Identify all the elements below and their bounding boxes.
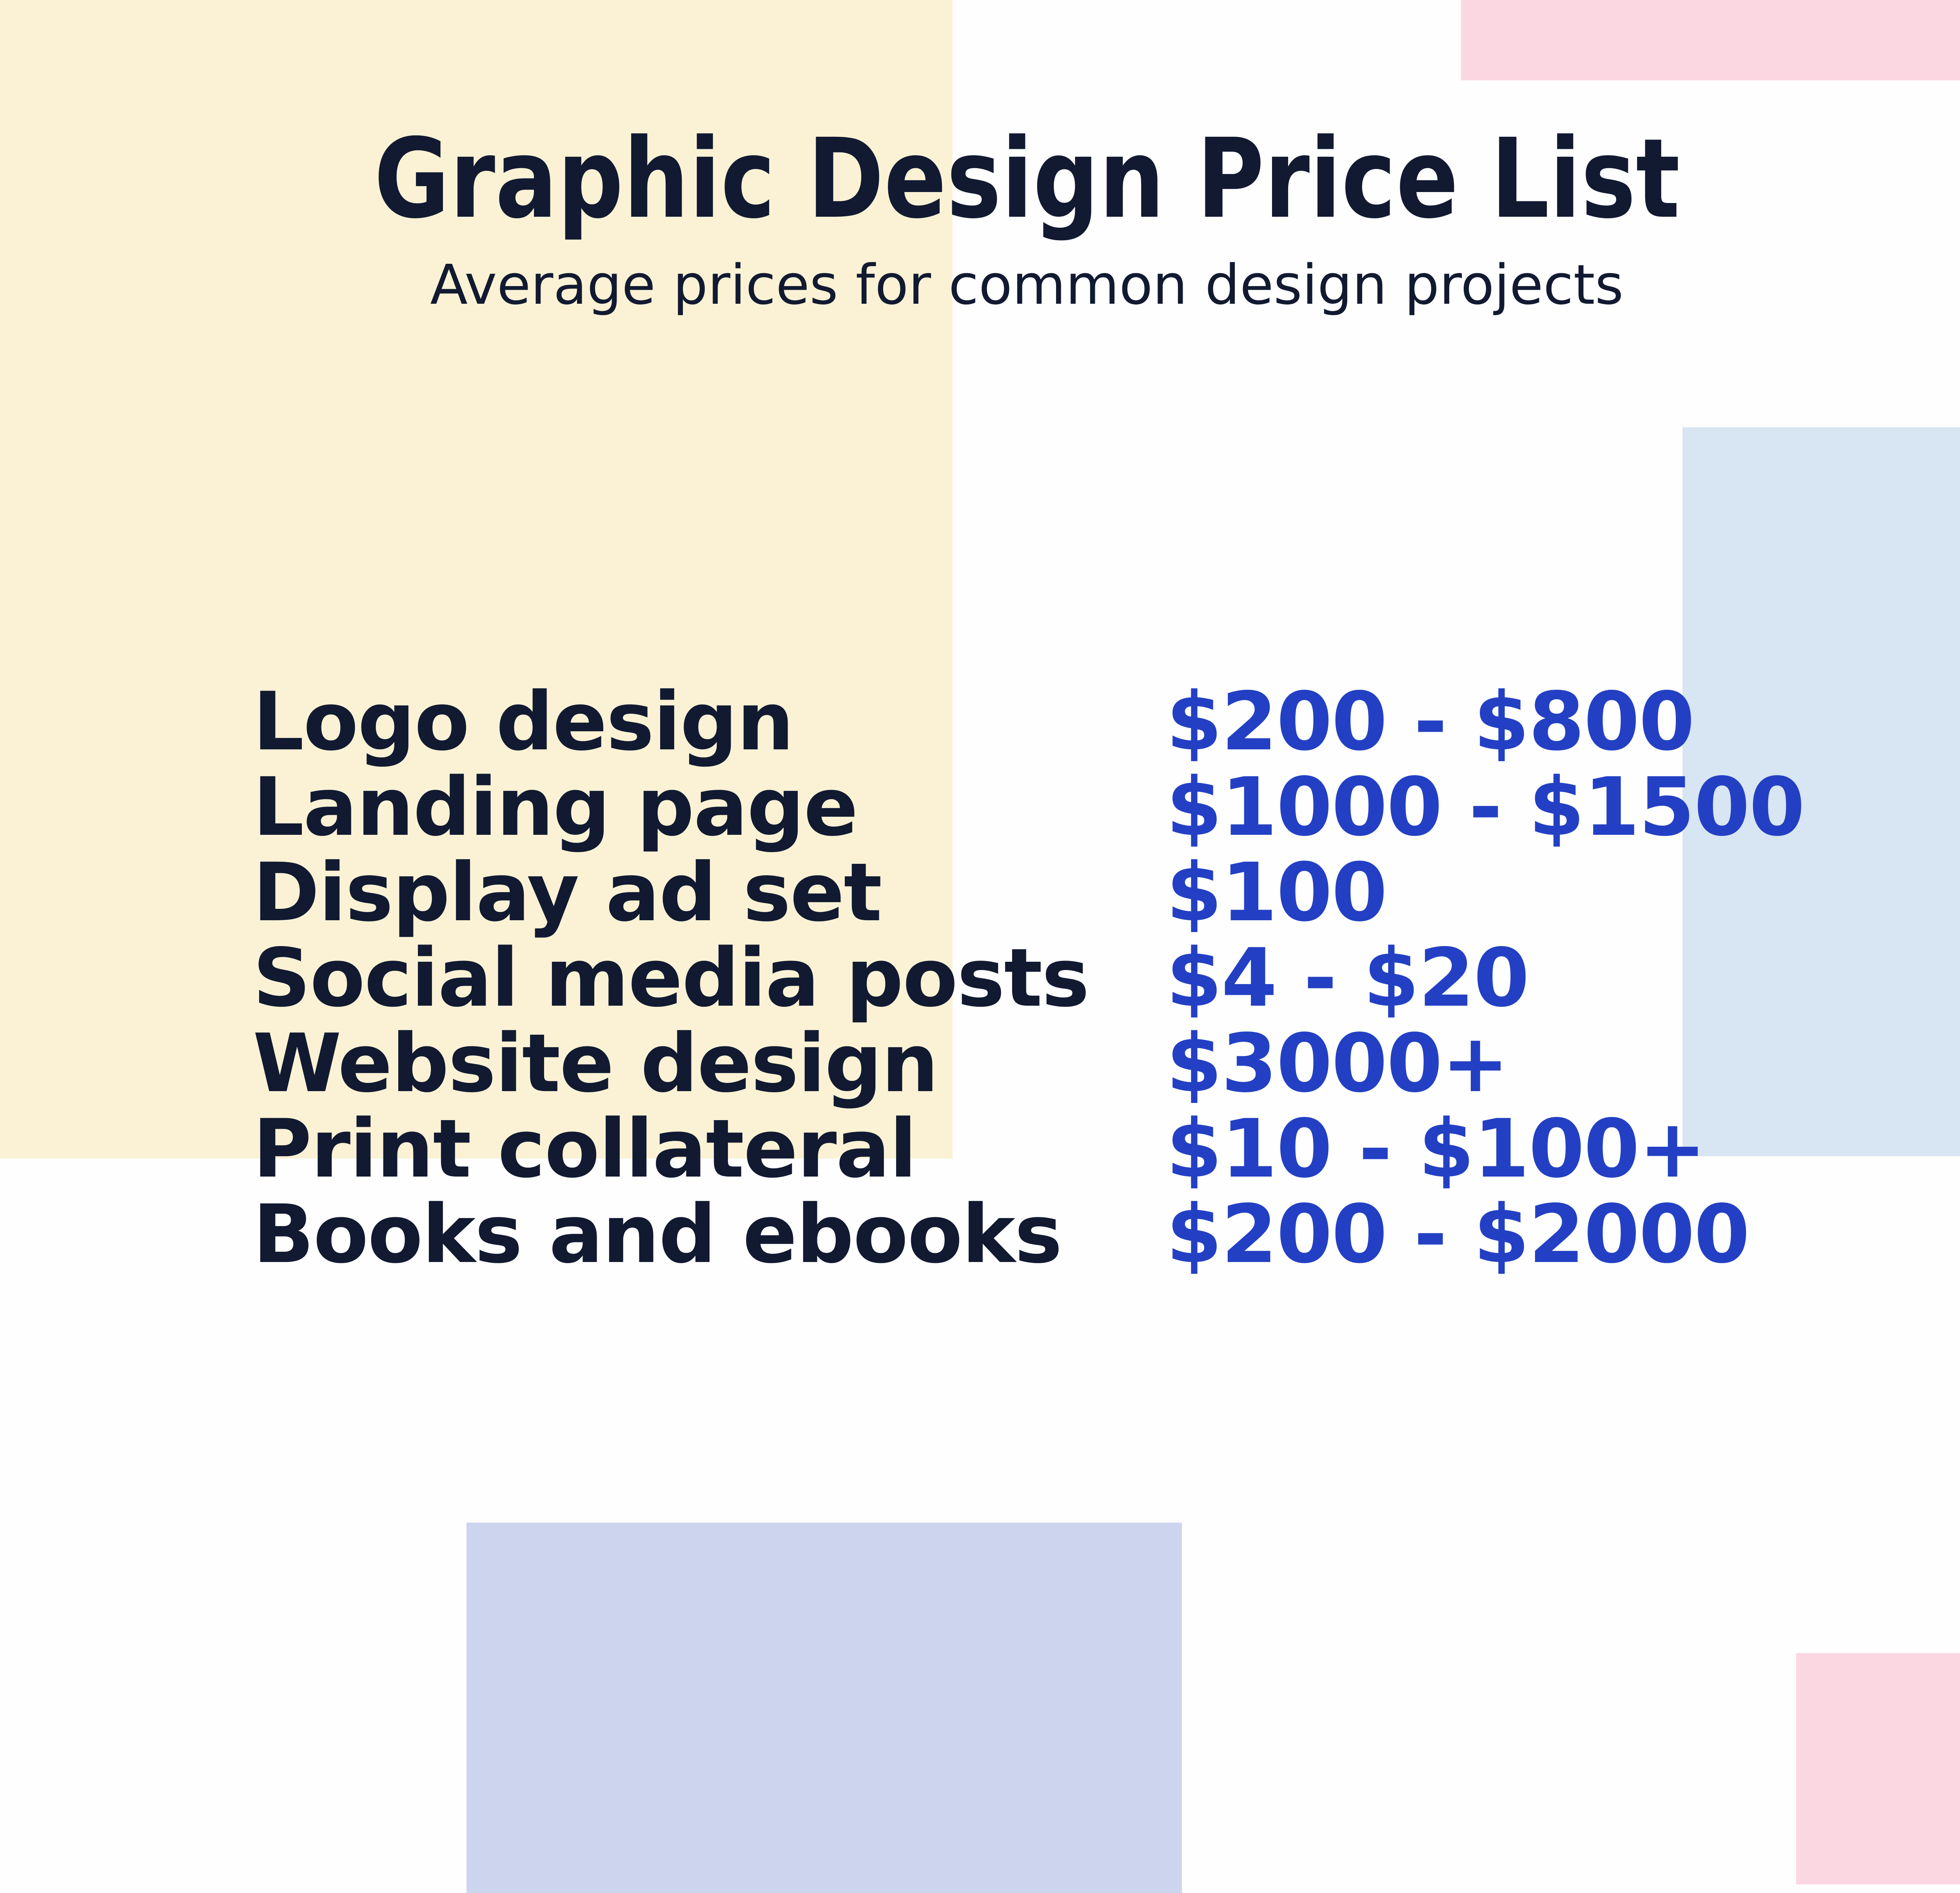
service-label: Social media posts bbox=[253, 932, 1089, 1025]
price-list-row: Social media posts $4 - $20 bbox=[253, 936, 1938, 1021]
service-price: $100 bbox=[1166, 846, 1387, 939]
price-list-row: Display ad set $100 bbox=[253, 850, 1938, 936]
price-list-row: Logo design $200 - $800 bbox=[253, 679, 1938, 765]
service-price: $1000 - $1500 bbox=[1166, 761, 1805, 854]
page-title-text: Graphic Design Price List bbox=[374, 115, 1680, 243]
price-list-row: Print collateral $10 - $100+ bbox=[253, 1106, 1938, 1192]
lavender-bottom-rectangle-decoration bbox=[466, 1523, 1182, 1893]
service-label: Landing page bbox=[253, 761, 858, 854]
blue-right-rectangle-decoration bbox=[1682, 427, 1960, 1156]
price-list: Logo design $200 - $800 Landing page $10… bbox=[253, 679, 1938, 1277]
service-price: $3000+ bbox=[1166, 1017, 1509, 1110]
price-list-row: Books and ebooks $200 - $2000 bbox=[253, 1192, 1938, 1277]
service-label: Logo design bbox=[253, 675, 794, 769]
price-list-row: Website design $3000+ bbox=[253, 1021, 1938, 1106]
service-label: Print collateral bbox=[253, 1102, 917, 1196]
price-list-row: Landing page $1000 - $1500 bbox=[253, 765, 1938, 850]
service-price: $4 - $20 bbox=[1166, 932, 1530, 1025]
service-label: Display ad set bbox=[253, 846, 882, 939]
cream-rectangle-decoration bbox=[0, 0, 953, 1159]
page-title: Graphic Design Price List bbox=[0, 113, 1960, 245]
pink-top-right-rectangle-decoration bbox=[1461, 0, 1960, 80]
service-price: $200 - $800 bbox=[1166, 675, 1695, 769]
service-label: Books and ebooks bbox=[253, 1188, 1062, 1281]
service-label: Website design bbox=[253, 1017, 938, 1110]
service-price: $200 - $2000 bbox=[1166, 1188, 1750, 1281]
pink-bottom-right-rectangle-decoration bbox=[1796, 1653, 1960, 1884]
service-price: $10 - $100+ bbox=[1166, 1102, 1706, 1196]
page-subtitle: Average prices for common design project… bbox=[430, 253, 1624, 317]
